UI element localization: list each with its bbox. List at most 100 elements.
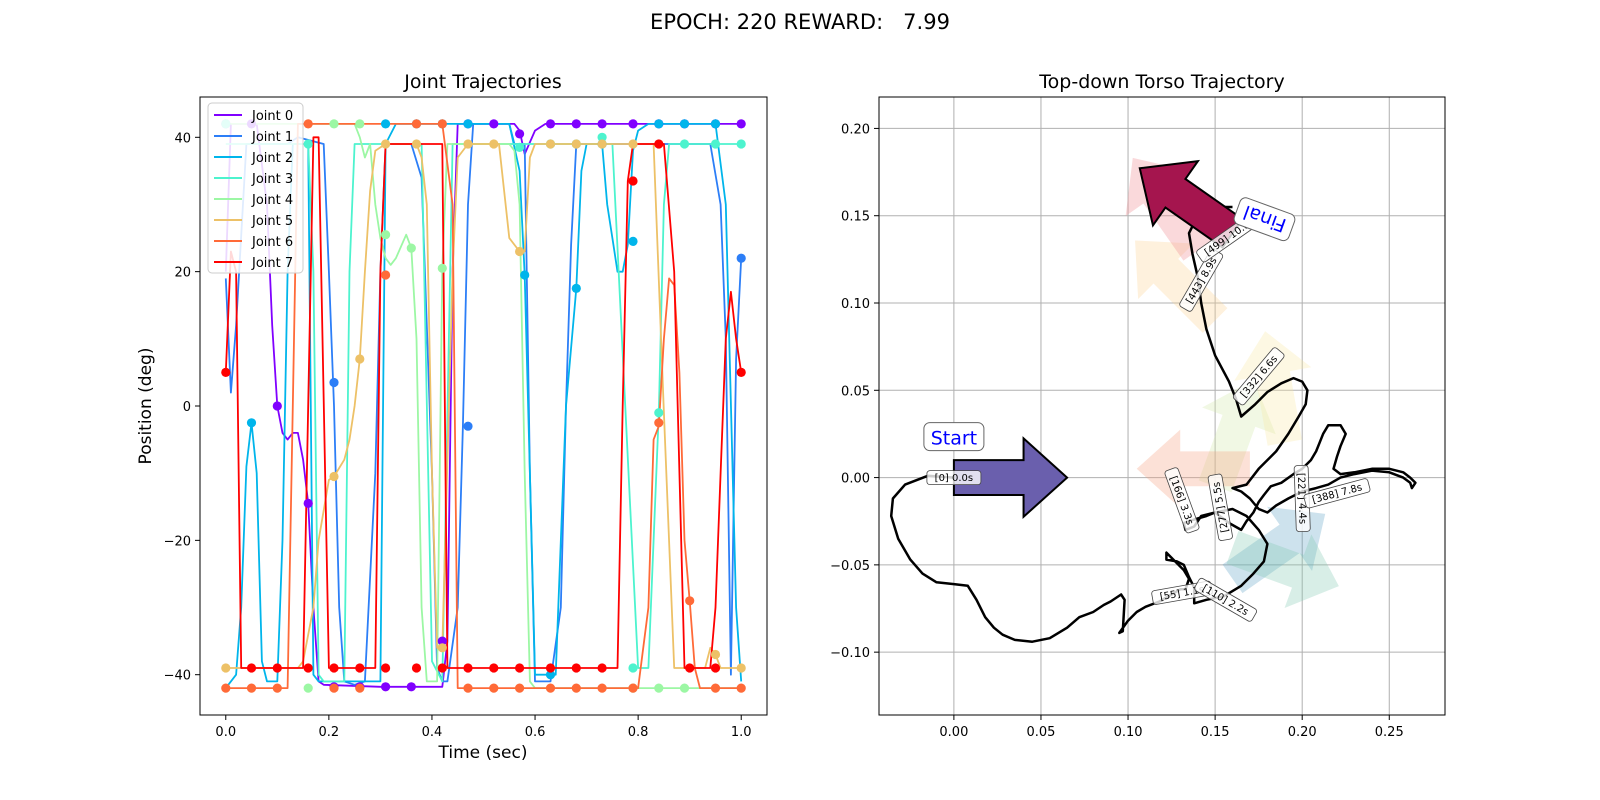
joint-7-marker	[246, 663, 257, 673]
joint-4-marker	[437, 263, 447, 273]
joint-5-marker	[628, 139, 638, 149]
annotation-box	[1164, 467, 1200, 534]
joint-5-marker	[515, 246, 525, 257]
joint-6-marker	[736, 683, 746, 693]
joint-5-marker	[355, 354, 365, 364]
joint-5-marker	[437, 643, 447, 653]
joint-x-label: Time (sec)	[438, 743, 528, 763]
start-arrow	[952, 436, 1069, 520]
start-label-text: Start	[931, 428, 977, 450]
joint-markers	[221, 119, 746, 693]
x-tick-label: 0.10	[1114, 725, 1143, 740]
joint-0-marker	[515, 129, 525, 139]
joint-7-marker	[628, 176, 638, 186]
y-tick-label: 20	[174, 266, 191, 281]
joint-7-marker	[437, 663, 447, 673]
joint-7-marker	[221, 367, 231, 377]
y-tick-label: 0.15	[841, 210, 870, 225]
heading-arrow	[1198, 379, 1276, 493]
final-arrow	[1138, 159, 1244, 249]
joint-y-label: Position (deg)	[136, 348, 156, 465]
joint-5-marker	[710, 649, 721, 660]
joint-0-marker	[381, 682, 391, 692]
final-arrow-shape	[1138, 159, 1244, 249]
annotation-box	[1207, 473, 1233, 541]
joint-0-marker	[628, 119, 638, 129]
y-tick-label: −0.05	[830, 559, 870, 574]
joint-2-marker	[520, 270, 530, 280]
joint-0-marker	[437, 636, 447, 646]
joint-2-marker	[571, 283, 581, 293]
annotation-box	[1303, 478, 1371, 509]
joint-3-marker	[515, 142, 525, 152]
joint-7-marker	[710, 663, 721, 673]
x-tick-label: 1.0	[731, 725, 752, 740]
joint-4-marker	[406, 243, 416, 253]
joint-4-marker	[381, 230, 391, 240]
joint-7-line	[224, 136, 743, 669]
joint-3-marker	[736, 139, 746, 149]
joint-0-marker	[545, 119, 556, 129]
x-tick-label: 0.15	[1201, 725, 1230, 740]
joint-7-marker	[381, 663, 391, 673]
x-tick-label: 0.2	[319, 725, 340, 740]
joint-7-marker	[355, 663, 365, 673]
joint-6-marker	[221, 683, 231, 693]
joint-3-marker	[654, 408, 664, 418]
joint-plot-title: Joint Trajectories	[403, 71, 561, 93]
start-label: Start	[923, 422, 985, 452]
torso-start-final-labels: Start Final	[923, 197, 1296, 452]
joint-6-marker	[437, 119, 447, 129]
joint-5-marker	[571, 139, 581, 149]
joint-6-marker	[381, 270, 391, 280]
joint-legend: Joint 0 Joint 1 Joint 2 Joint 3 Joint 4 Joint…	[207, 102, 304, 274]
joint-6-marker	[545, 683, 556, 693]
joint-0-marker	[571, 119, 581, 129]
torso-plot-frame	[878, 96, 1446, 716]
x-tick-label: 0.8	[628, 725, 649, 740]
y-tick-label: 0.10	[841, 297, 870, 312]
joint-6-marker	[272, 683, 282, 693]
joint-5-marker	[221, 663, 231, 673]
start-label-box	[923, 422, 985, 452]
joint-6-marker	[303, 119, 313, 129]
torso-y-ticks: −0.10 −0.05 0.00 0.05 0.10 0.15 0.20	[830, 122, 879, 661]
joint-5-marker	[545, 139, 556, 149]
y-tick-label: −0.10	[830, 646, 870, 661]
final-label-box	[1233, 197, 1296, 242]
heading-arrow-shape	[1226, 531, 1339, 609]
joint-2-marker	[246, 418, 257, 428]
joint-7-marker	[272, 663, 282, 673]
joint-2-marker	[679, 119, 690, 129]
y-tick-label: 0	[183, 400, 191, 415]
joint-5-marker	[411, 139, 422, 149]
y-tick-label: 0.05	[841, 384, 870, 399]
joint-7-marker	[597, 663, 607, 673]
annotation-box	[1232, 347, 1285, 406]
joint-6-marker	[597, 683, 607, 693]
heading-arrow	[1136, 429, 1250, 508]
x-tick-label: 0.00	[939, 725, 968, 740]
joint-4-marker	[303, 683, 313, 693]
joint-1-marker	[736, 253, 746, 263]
x-tick-label: 0.05	[1026, 725, 1055, 740]
legend-label: Joint 4	[251, 193, 293, 208]
joint-7-marker	[515, 663, 525, 673]
joint-y-ticks: −40 −20 0 20 40	[164, 131, 200, 684]
joint-5-marker	[597, 139, 607, 149]
joint-6-marker	[515, 683, 525, 693]
joint-3-marker	[597, 132, 607, 142]
x-tick-label: 0.25	[1375, 725, 1404, 740]
joint-3-marker	[710, 139, 721, 149]
heading-arrow-shape	[1136, 429, 1250, 508]
annotation-box	[1194, 577, 1257, 622]
joint-7-marker	[329, 663, 339, 673]
heading-arrow	[1226, 531, 1339, 609]
joint-6-marker	[685, 596, 695, 606]
y-tick-label: −40	[164, 669, 191, 684]
joint-7-marker	[685, 663, 695, 673]
heading-arrow	[1135, 240, 1228, 333]
legend-label: Joint 6	[251, 235, 293, 250]
heading-arrow-shape	[1135, 240, 1228, 333]
torso-grid	[879, 97, 1445, 715]
